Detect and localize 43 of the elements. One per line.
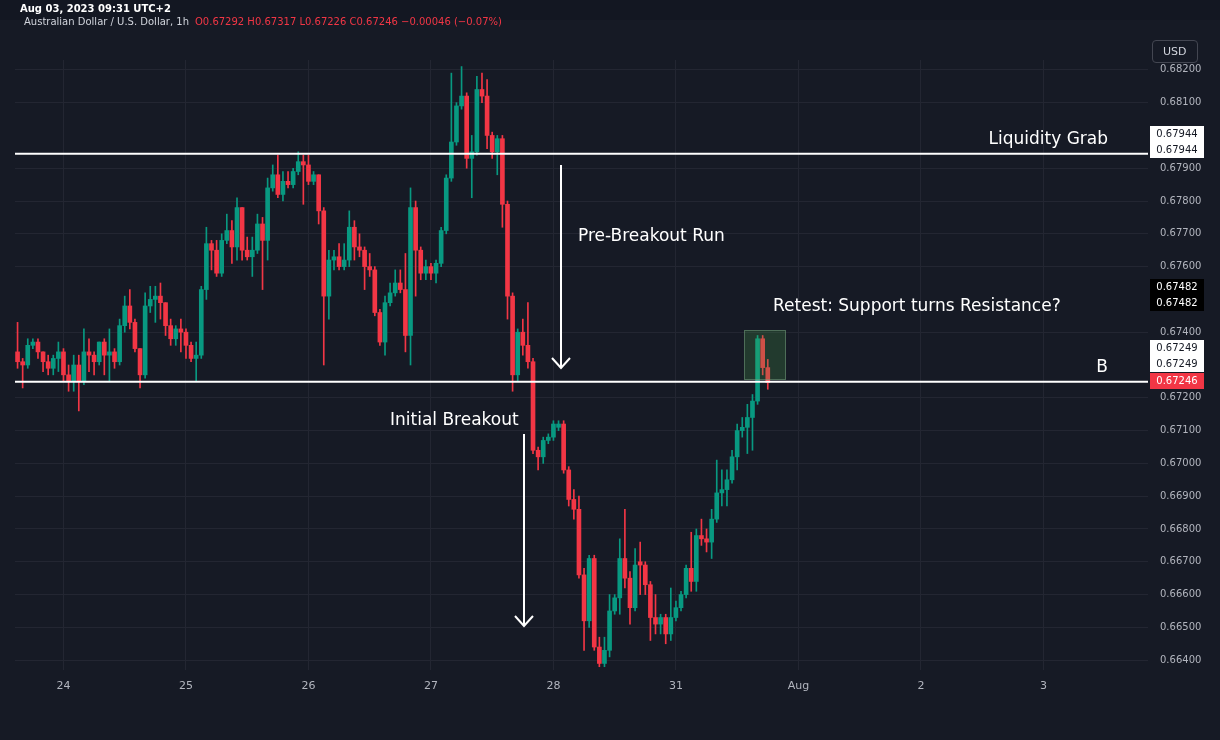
x-tick-label: Aug [787,679,810,693]
ref-line-label: B [1096,355,1108,376]
candlestick [637,541,643,595]
annotation: Retest: Support turns Resistance? [773,295,1061,315]
x-tick-label: 31 [668,679,683,693]
y-tick-label: 0.67000 [1160,456,1202,468]
y-tick-label: 0.67200 [1160,391,1202,403]
y-tick-label: 0.66700 [1160,555,1202,567]
y-tick-label: 0.66400 [1160,653,1202,665]
x-tick-label: 26 [301,679,316,693]
chart-title: Australian Dollar / U.S. Dollar, 1h [24,16,189,27]
y-tick-label: 0.68200 [1160,63,1202,75]
x-tick-label: 28 [546,679,561,693]
y-tick-label: 0.67400 [1160,325,1202,337]
y-tick-label: 0.66600 [1160,588,1202,600]
candlestick [688,531,694,592]
y-tick-label: 0.66800 [1160,522,1202,534]
y-tick-label: 0.67900 [1160,161,1202,173]
chart-subtitle: O0.67292 H0.67317 L0.67226 C0.67246 −0.00046 (−0.07%) [194,16,502,27]
annotation: Initial Breakout [390,409,519,429]
text: USD [1152,40,1198,63]
text: 0.67482 [1150,279,1204,295]
y-tick-label: 0.67800 [1160,194,1202,206]
y-tick-label: 0.66900 [1160,489,1202,501]
text: 0.67482 [1150,295,1204,311]
x-tick-label: 3 [1039,679,1047,693]
text: 0.67249 [1150,356,1204,372]
text: 0.67944 [1150,126,1204,142]
text: Aug 03, 2023 09:31 UTC+2 [20,3,171,14]
text: 0.67249 [1150,340,1204,356]
y-tick-label: 0.66500 [1160,620,1202,632]
x-tick-label: 25 [178,679,193,693]
x-tick-label: 27 [423,679,438,693]
x-tick-label: 24 [56,679,71,693]
y-tick-label: 0.68100 [1160,96,1202,108]
y-tick-label: 0.67100 [1160,424,1202,436]
text: 0.67246 [1150,373,1204,389]
y-tick-label: 0.67700 [1160,227,1202,239]
text: 0.67944 [1150,142,1204,158]
ref-line-label: Liquidity Grab [988,127,1108,148]
x-tick-label: 2 [917,679,925,693]
y-tick-label: 0.67600 [1160,260,1202,272]
annotation: Pre-Breakout Run [578,225,725,245]
